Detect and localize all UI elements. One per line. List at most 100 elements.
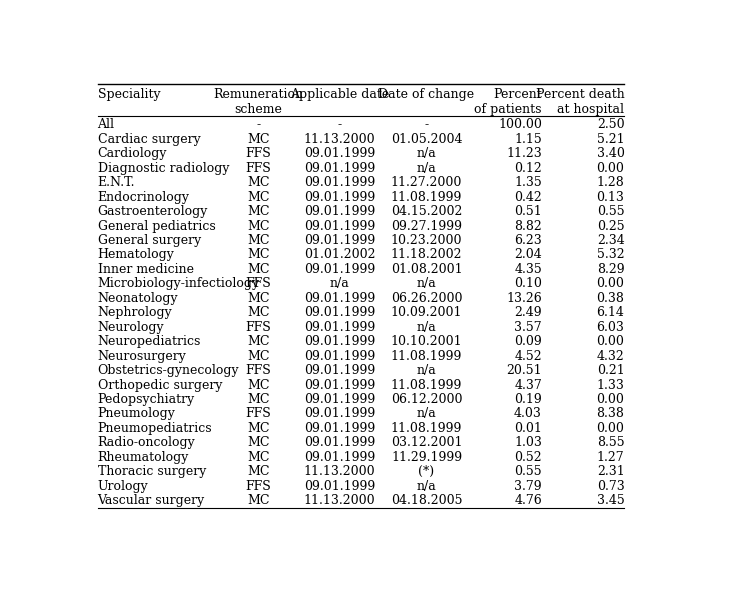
Text: 11.08.1999: 11.08.1999 bbox=[391, 422, 462, 435]
Text: Percent death
at hospital: Percent death at hospital bbox=[536, 88, 625, 116]
Text: 09.01.1999: 09.01.1999 bbox=[304, 191, 376, 204]
Text: Inner medicine: Inner medicine bbox=[98, 263, 193, 276]
Text: 4.32: 4.32 bbox=[597, 350, 625, 362]
Text: Percent
of patients: Percent of patients bbox=[474, 88, 542, 116]
Text: MC: MC bbox=[247, 219, 270, 232]
Text: 09.01.1999: 09.01.1999 bbox=[304, 393, 376, 406]
Text: 0.10: 0.10 bbox=[514, 277, 542, 290]
Text: 09.01.1999: 09.01.1999 bbox=[304, 234, 376, 247]
Text: 09.01.1999: 09.01.1999 bbox=[304, 147, 376, 160]
Text: Neuropediatrics: Neuropediatrics bbox=[98, 335, 201, 348]
Text: MC: MC bbox=[247, 176, 270, 189]
Text: 100.00: 100.00 bbox=[498, 119, 542, 131]
Text: Neurosurgery: Neurosurgery bbox=[98, 350, 187, 362]
Text: 0.19: 0.19 bbox=[514, 393, 542, 406]
Text: 09.01.1999: 09.01.1999 bbox=[304, 436, 376, 449]
Text: 13.26: 13.26 bbox=[506, 292, 542, 305]
Text: 11.13.2000: 11.13.2000 bbox=[304, 465, 376, 478]
Text: 01.05.2004: 01.05.2004 bbox=[391, 133, 462, 146]
Text: 09.01.1999: 09.01.1999 bbox=[304, 263, 376, 276]
Text: 2.50: 2.50 bbox=[597, 119, 625, 131]
Text: 4.35: 4.35 bbox=[514, 263, 542, 276]
Text: 0.09: 0.09 bbox=[514, 335, 542, 348]
Text: 09.01.1999: 09.01.1999 bbox=[304, 205, 376, 218]
Text: -: - bbox=[257, 119, 260, 131]
Text: 0.55: 0.55 bbox=[597, 205, 625, 218]
Text: MC: MC bbox=[247, 249, 270, 262]
Text: 6.23: 6.23 bbox=[514, 234, 542, 247]
Text: 0.38: 0.38 bbox=[597, 292, 625, 305]
Text: 1.15: 1.15 bbox=[514, 133, 542, 146]
Text: 11.13.2000: 11.13.2000 bbox=[304, 494, 376, 507]
Text: Urology: Urology bbox=[98, 480, 148, 493]
Text: Obstetrics-gynecology: Obstetrics-gynecology bbox=[98, 364, 239, 377]
Text: FFS: FFS bbox=[245, 277, 271, 290]
Text: 09.01.1999: 09.01.1999 bbox=[304, 364, 376, 377]
Text: -: - bbox=[425, 119, 429, 131]
Text: 10.09.2001: 10.09.2001 bbox=[391, 306, 462, 319]
Text: 09.01.1999: 09.01.1999 bbox=[304, 451, 376, 464]
Text: 0.25: 0.25 bbox=[597, 219, 625, 232]
Text: 2.04: 2.04 bbox=[514, 249, 542, 262]
Text: Date of change: Date of change bbox=[379, 88, 475, 101]
Text: 11.18.2002: 11.18.2002 bbox=[391, 249, 462, 262]
Text: 11.08.1999: 11.08.1999 bbox=[391, 378, 462, 392]
Text: MC: MC bbox=[247, 494, 270, 507]
Text: 09.01.1999: 09.01.1999 bbox=[304, 480, 376, 493]
Text: n/a: n/a bbox=[417, 408, 437, 420]
Text: Pneumology: Pneumology bbox=[98, 408, 176, 420]
Text: 8.29: 8.29 bbox=[597, 263, 625, 276]
Text: 0.12: 0.12 bbox=[514, 162, 542, 175]
Text: n/a: n/a bbox=[417, 321, 437, 334]
Text: 09.01.1999: 09.01.1999 bbox=[304, 176, 376, 189]
Text: 0.21: 0.21 bbox=[597, 364, 625, 377]
Text: 09.01.1999: 09.01.1999 bbox=[304, 321, 376, 334]
Text: 11.27.2000: 11.27.2000 bbox=[391, 176, 462, 189]
Text: Neonatology: Neonatology bbox=[98, 292, 178, 305]
Text: Cardiology: Cardiology bbox=[98, 147, 167, 160]
Text: 6.03: 6.03 bbox=[597, 321, 625, 334]
Text: 09.01.1999: 09.01.1999 bbox=[304, 422, 376, 435]
Text: Diagnostic radiology: Diagnostic radiology bbox=[98, 162, 229, 175]
Text: 2.34: 2.34 bbox=[597, 234, 625, 247]
Text: Pedopsychiatry: Pedopsychiatry bbox=[98, 393, 195, 406]
Text: 0.52: 0.52 bbox=[514, 451, 542, 464]
Text: 0.01: 0.01 bbox=[514, 422, 542, 435]
Text: Remuneration
scheme: Remuneration scheme bbox=[213, 88, 304, 116]
Text: Cardiac surgery: Cardiac surgery bbox=[98, 133, 201, 146]
Text: -: - bbox=[337, 119, 342, 131]
Text: MC: MC bbox=[247, 234, 270, 247]
Text: 09.01.1999: 09.01.1999 bbox=[304, 335, 376, 348]
Text: 0.00: 0.00 bbox=[597, 335, 625, 348]
Text: 0.13: 0.13 bbox=[597, 191, 625, 204]
Text: MC: MC bbox=[247, 393, 270, 406]
Text: 10.23.2000: 10.23.2000 bbox=[391, 234, 462, 247]
Text: FFS: FFS bbox=[245, 147, 271, 160]
Text: MC: MC bbox=[247, 133, 270, 146]
Text: All: All bbox=[98, 119, 115, 131]
Text: Rheumatology: Rheumatology bbox=[98, 451, 189, 464]
Text: 2.31: 2.31 bbox=[597, 465, 625, 478]
Text: Speciality: Speciality bbox=[98, 88, 160, 101]
Text: 4.37: 4.37 bbox=[514, 378, 542, 392]
Text: Microbiology-infectiology: Microbiology-infectiology bbox=[98, 277, 259, 290]
Text: 09.01.1999: 09.01.1999 bbox=[304, 408, 376, 420]
Text: 11.08.1999: 11.08.1999 bbox=[391, 191, 462, 204]
Text: FFS: FFS bbox=[245, 480, 271, 493]
Text: n/a: n/a bbox=[330, 277, 350, 290]
Text: 03.12.2001: 03.12.2001 bbox=[391, 436, 462, 449]
Text: 8.82: 8.82 bbox=[514, 219, 542, 232]
Text: 09.01.1999: 09.01.1999 bbox=[304, 162, 376, 175]
Text: MC: MC bbox=[247, 378, 270, 392]
Text: 09.01.1999: 09.01.1999 bbox=[304, 350, 376, 362]
Text: n/a: n/a bbox=[417, 162, 437, 175]
Text: MC: MC bbox=[247, 292, 270, 305]
Text: MC: MC bbox=[247, 306, 270, 319]
Text: 11.13.2000: 11.13.2000 bbox=[304, 133, 376, 146]
Text: 1.03: 1.03 bbox=[514, 436, 542, 449]
Text: 2.49: 2.49 bbox=[514, 306, 542, 319]
Text: Nephrology: Nephrology bbox=[98, 306, 172, 319]
Text: (*): (*) bbox=[418, 465, 434, 478]
Text: n/a: n/a bbox=[417, 147, 437, 160]
Text: 0.55: 0.55 bbox=[514, 465, 542, 478]
